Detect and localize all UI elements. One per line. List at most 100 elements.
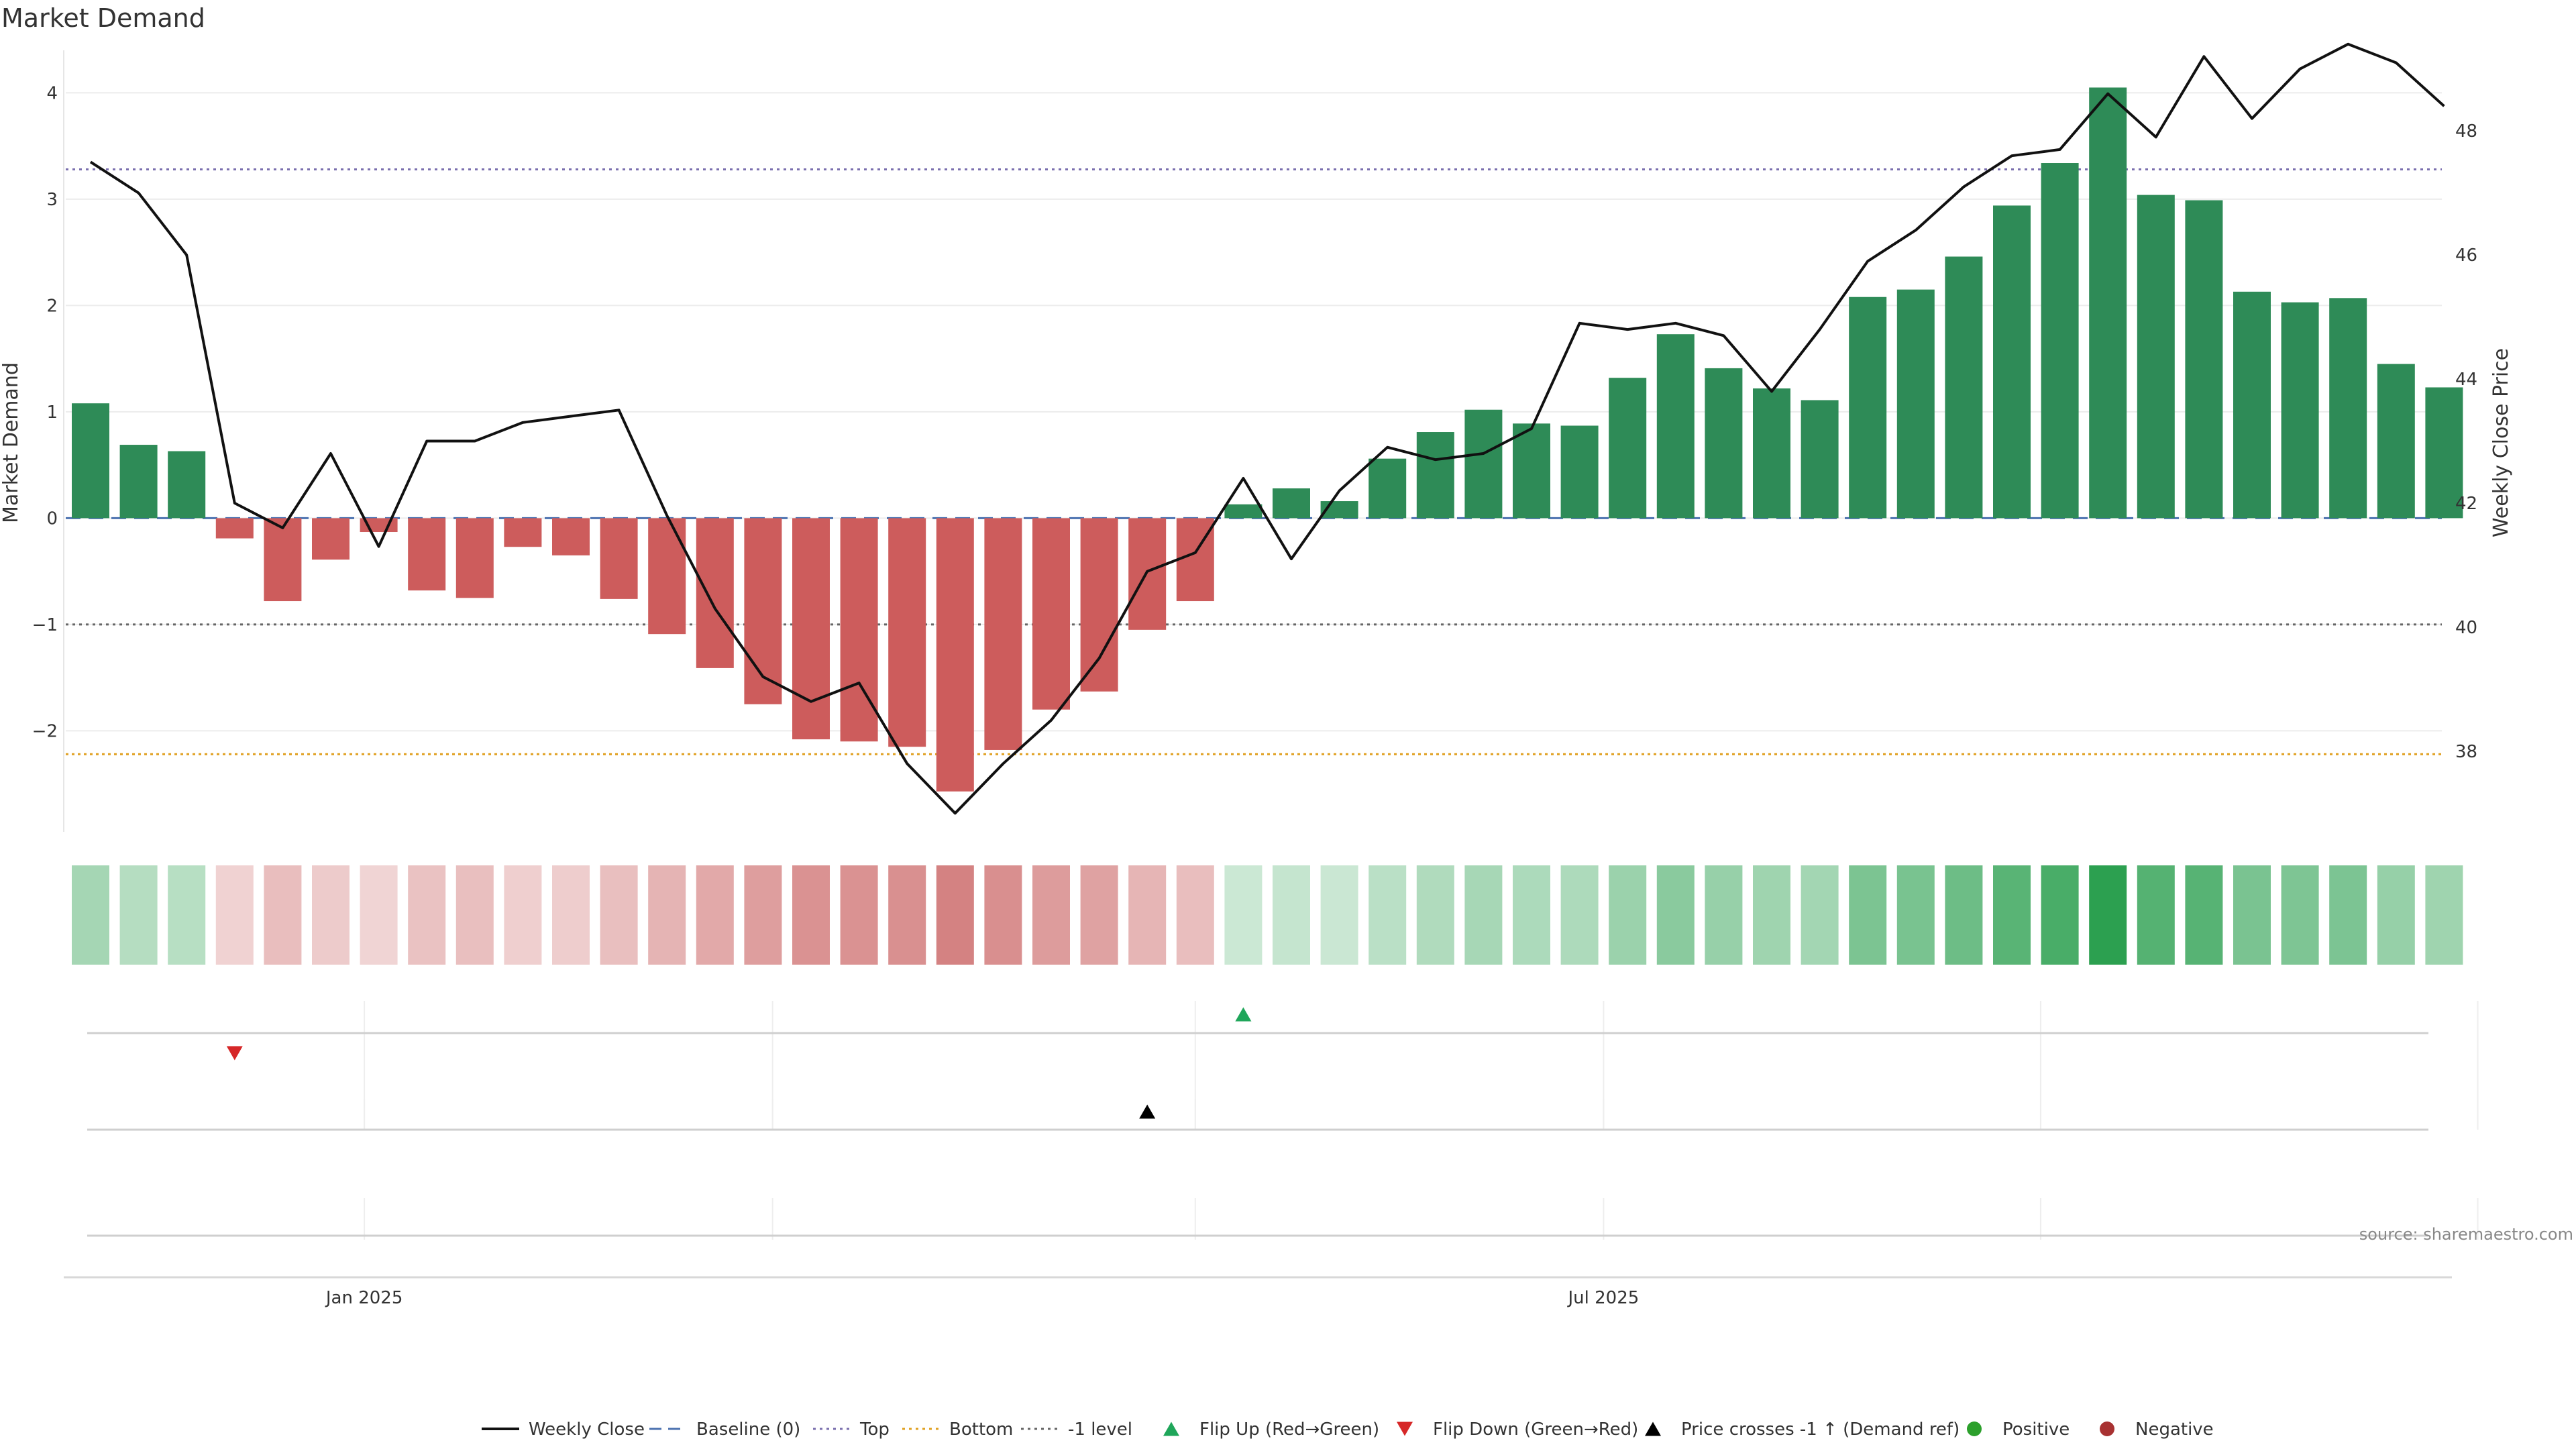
demand-bar xyxy=(1753,388,1790,519)
demand-bar xyxy=(1513,423,1550,519)
legend-item: -1 level xyxy=(1021,1419,1132,1440)
legend-item: Flip Down (Green→Red) xyxy=(1397,1419,1638,1440)
demand-bar xyxy=(2329,298,2367,519)
heat-cell xyxy=(264,865,302,965)
legend-item: Top xyxy=(813,1419,890,1440)
demand-bars xyxy=(72,87,2463,792)
demand-bar xyxy=(2281,302,2319,519)
legend-label: -1 level xyxy=(1068,1419,1132,1440)
heat-cell xyxy=(215,865,254,965)
heat-cell xyxy=(1705,865,1743,965)
y2-tick-label: 46 xyxy=(2455,246,2477,266)
demand-bar xyxy=(1464,409,1503,519)
heat-cell xyxy=(936,865,974,965)
demand-bar xyxy=(1609,378,1647,519)
legend-swatch-dot xyxy=(1967,1421,1982,1436)
heat-cell xyxy=(2329,865,2367,965)
demand-bar xyxy=(504,518,542,547)
heat-cell xyxy=(1753,865,1790,965)
demand-bar xyxy=(1656,334,1695,519)
reference-lines xyxy=(66,168,2442,755)
demand-bar xyxy=(215,518,254,539)
demand-bar xyxy=(2233,291,2271,519)
y-tick-label: 1 xyxy=(46,402,58,423)
legend-item: Positive xyxy=(1967,1419,2070,1440)
heat-cell xyxy=(1560,865,1599,965)
heat-cell xyxy=(2185,865,2223,965)
demand-bar xyxy=(1416,432,1454,519)
legend-label: Flip Down (Green→Red) xyxy=(1433,1419,1638,1440)
legend-label: Positive xyxy=(2002,1419,2070,1440)
heat-cell xyxy=(504,865,542,965)
demand-bar xyxy=(1368,458,1407,519)
legend-item: Flip Up (Red→Green) xyxy=(1163,1419,1379,1440)
heat-cell xyxy=(1513,865,1550,965)
demand-bar xyxy=(888,518,926,747)
y2-tick-label: 44 xyxy=(2455,370,2477,390)
legend-label: Top xyxy=(859,1419,890,1440)
heat-cell xyxy=(2425,865,2463,965)
heat-cell xyxy=(2041,865,2079,965)
demand-bar xyxy=(1801,400,1839,519)
y2-tick-label: 38 xyxy=(2455,742,2477,762)
source-note: source: sharemaestro.com xyxy=(2359,1225,2573,1244)
legend: Weekly Close Baseline (0) Top Bottom -1 leve… xyxy=(482,1419,2214,1440)
demand-bar xyxy=(552,518,590,555)
heat-cell xyxy=(2233,865,2271,965)
demand-bar xyxy=(1224,504,1263,519)
demand-bar xyxy=(744,518,782,704)
main-gridlines xyxy=(63,50,2442,832)
heat-cell xyxy=(1849,865,1887,965)
heat-cell xyxy=(984,865,1022,965)
left-y-axis: −2 −1 0 1 2 3 4 xyxy=(32,83,58,741)
x-axis: Jan 2025 Jul 2025 xyxy=(325,1288,1639,1308)
heat-cell xyxy=(2377,865,2415,965)
y2-tick-label: 40 xyxy=(2455,618,2477,638)
heat-cell xyxy=(648,865,686,965)
legend-swatch-dot xyxy=(2100,1421,2114,1436)
legend-item: Baseline (0) xyxy=(649,1419,800,1440)
demand-bar xyxy=(1080,518,1118,692)
heat-cell xyxy=(408,865,446,965)
heat-cell xyxy=(1896,865,1935,965)
heat-cell xyxy=(1128,865,1167,965)
heat-cell xyxy=(888,865,926,965)
demand-bar xyxy=(119,445,158,519)
x-tick-label: Jan 2025 xyxy=(325,1288,403,1308)
price-cross-marker xyxy=(1139,1104,1156,1119)
heat-cell xyxy=(600,865,638,965)
heat-cell xyxy=(168,865,206,965)
demand-bar xyxy=(1849,297,1887,519)
flip-down-marker xyxy=(226,1046,243,1061)
demand-bar xyxy=(455,518,494,598)
demand-bar xyxy=(1032,518,1070,710)
y2-tick-label: 48 xyxy=(2455,121,2477,142)
demand-bar xyxy=(1993,205,2031,519)
heat-cell xyxy=(2089,865,2127,965)
demand-bar xyxy=(2089,87,2127,519)
heat-cell xyxy=(696,865,734,965)
legend-label: Weekly Close xyxy=(529,1419,645,1440)
demand-heat-strip xyxy=(72,865,2463,965)
heat-cell xyxy=(455,865,494,965)
demand-bar xyxy=(2425,387,2463,519)
demand-bar xyxy=(2185,200,2223,519)
legend-label: Negative xyxy=(2135,1419,2214,1440)
demand-bar xyxy=(936,518,974,792)
demand-bar xyxy=(840,518,878,742)
heat-cell xyxy=(1801,865,1839,965)
demand-bar xyxy=(168,451,206,519)
heat-cell xyxy=(1416,865,1454,965)
heat-cell xyxy=(1080,865,1118,965)
legend-label: Price crosses -1 ↑ (Demand ref) xyxy=(1681,1419,1960,1440)
legend-item: Weekly Close xyxy=(482,1419,645,1440)
demand-bar xyxy=(600,518,638,599)
legend-swatch-triangle-down xyxy=(1397,1421,1413,1436)
heat-cell xyxy=(1945,865,1983,965)
y2-tick-label: 42 xyxy=(2455,494,2477,514)
demand-bar xyxy=(1273,488,1310,519)
y-tick-label: 3 xyxy=(46,190,58,210)
demand-bar xyxy=(792,518,830,740)
heat-cell xyxy=(1320,865,1358,965)
x-tick-label: Jul 2025 xyxy=(1566,1288,1639,1308)
